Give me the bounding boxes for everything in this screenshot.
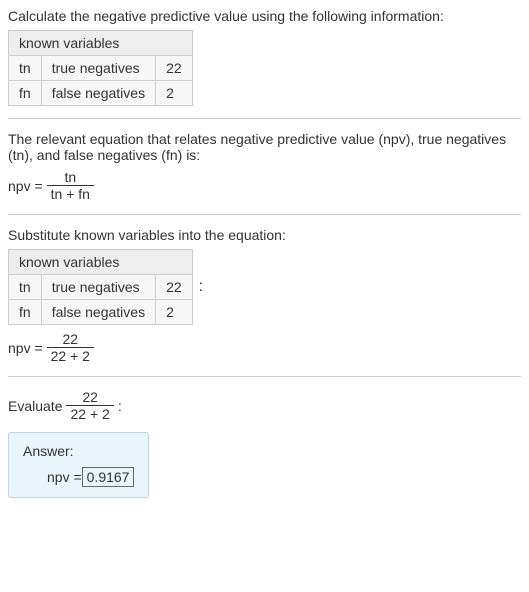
divider [8, 214, 521, 215]
answer-lhs: npv = [47, 469, 82, 485]
evaluate-post: : [118, 398, 122, 414]
var-symbol: fn [9, 300, 42, 325]
table-header: known variables [9, 31, 193, 56]
evaluate-section: Evaluate 22 22 + 2 : Answer: npv = 0.916… [8, 389, 521, 498]
var-name: false negatives [41, 300, 155, 325]
equation-formula: npv = tn tn + fn [8, 169, 521, 202]
table-header: known variables [9, 250, 193, 275]
colon: : [199, 278, 203, 296]
known-variables-table: known variables tn true negatives 22 fn … [8, 30, 193, 106]
equation-section: The relevant equation that relates negat… [8, 131, 521, 202]
denominator: 22 + 2 [47, 348, 94, 364]
numerator: 22 [66, 389, 113, 406]
var-symbol: tn [9, 275, 42, 300]
numerator: tn [47, 169, 94, 186]
divider [8, 376, 521, 377]
fraction: 22 22 + 2 [47, 331, 94, 364]
substituted-equation: npv = 22 22 + 2 [8, 331, 521, 364]
var-value: 2 [156, 81, 193, 106]
equation-lhs: npv = [8, 178, 43, 194]
answer-equation: npv = 0.9167 [23, 467, 134, 487]
equation-text: The relevant equation that relates negat… [8, 131, 521, 163]
denominator: 22 + 2 [66, 406, 113, 422]
numerator: 22 [47, 331, 94, 348]
denominator: tn + fn [47, 186, 94, 202]
table-with-colon: known variables tn true negatives 22 fn … [8, 249, 521, 325]
evaluate-line: Evaluate 22 22 + 2 : [8, 389, 521, 422]
table-row: fn false negatives 2 [9, 300, 193, 325]
answer-value-box: 0.9167 [82, 467, 135, 487]
var-name: false negatives [41, 81, 155, 106]
var-name: true negatives [41, 275, 155, 300]
fraction: 22 22 + 2 [66, 389, 113, 422]
var-value: 2 [156, 300, 193, 325]
table-row: tn true negatives 22 [9, 275, 193, 300]
substitute-text: Substitute known variables into the equa… [8, 227, 521, 243]
evaluate-pre: Evaluate [8, 398, 62, 414]
intro-text: Calculate the negative predictive value … [8, 8, 521, 24]
var-name: true negatives [41, 56, 155, 81]
table-row: tn true negatives 22 [9, 56, 193, 81]
answer-label: Answer: [23, 443, 134, 459]
intro-section: Calculate the negative predictive value … [8, 8, 521, 106]
table-row: fn false negatives 2 [9, 81, 193, 106]
known-variables-table: known variables tn true negatives 22 fn … [8, 249, 193, 325]
var-value: 22 [156, 275, 193, 300]
var-symbol: tn [9, 56, 42, 81]
substitute-section: Substitute known variables into the equa… [8, 227, 521, 364]
answer-box: Answer: npv = 0.9167 [8, 432, 149, 498]
equation-lhs: npv = [8, 340, 43, 356]
var-symbol: fn [9, 81, 42, 106]
fraction: tn tn + fn [47, 169, 94, 202]
var-value: 22 [156, 56, 193, 81]
divider [8, 118, 521, 119]
